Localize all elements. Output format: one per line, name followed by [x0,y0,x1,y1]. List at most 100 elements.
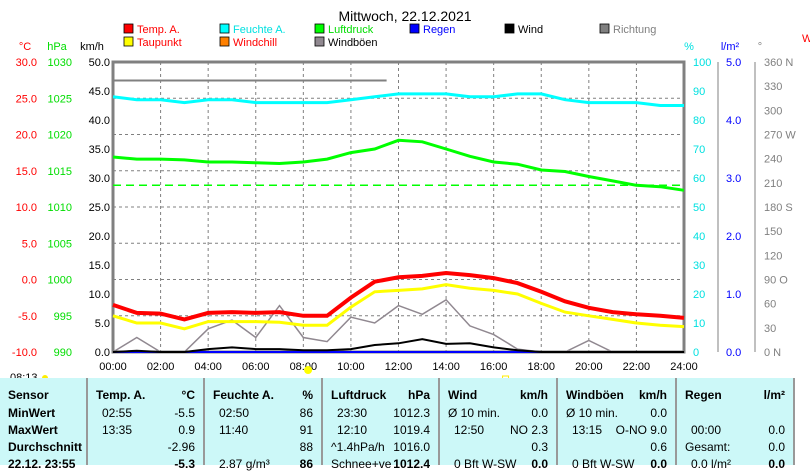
table-cell-label: 02:55 [102,406,133,420]
table-cell-value: 0.3 [531,440,548,454]
tick-time: 08:00 [290,361,318,373]
tick-direction: 30 [764,323,776,335]
tick-pressure: 1025 [48,93,72,105]
tick-direction: 300 [764,105,782,117]
table-cell-value: 0.0 [650,457,667,471]
next-chart-label: W [802,33,810,45]
tick-direction: 120 [764,250,782,262]
table-cell-value: 0.0 [650,406,667,420]
tick-wind: 15.0 [89,260,110,272]
table-cell-value: 86 [299,457,313,471]
table-column: Temp. A. °C 02:55 -5.5 13:35 0.9 -2.96 -5.3 [88,378,205,471]
tick-wind: 50.0 [89,57,110,69]
table-header: Luftdruck [331,388,387,402]
series-temp-a- [112,270,685,322]
tick-temp: 25.0 [16,93,37,105]
table-cell-value: 1012.3 [393,406,430,420]
table-header: Wind [448,388,478,402]
tick-time: 22:00 [623,361,651,373]
tick-direction: 90 O [764,275,788,287]
tick-wind: 30.0 [89,173,110,185]
table-cell-value: 88 [299,440,313,454]
table-header-unit: l/m² [763,388,785,402]
tick-rain: 2.0 [726,231,741,243]
tick-humidity: 70 [693,144,705,156]
table-cell-value: O-NO 9.0 [615,423,667,437]
table-cell-label: Schnee+ve [331,457,392,471]
series-windböen [112,298,684,353]
tick-time: 20:00 [575,361,603,373]
table-cell-label: 13:15 [572,423,603,437]
legend-label-8: Windböen [328,37,378,49]
table-column: Luftdruck hPa 23:30 1012.3 12:10 1019.4 ^1.4hP… [323,378,440,471]
tick-pressure: 1010 [48,202,72,214]
statistics-table: Sensor MinWert MaxWert Durchschnitt 22.12. 2… [0,378,795,471]
table-cell-value: NO 2.3 [509,423,548,437]
table-column: Sensor MinWert MaxWert Durchschnitt 22.12. 2… [0,378,88,471]
tick-humidity: 50 [693,202,705,214]
legend-label-4: Wind [518,24,543,36]
series-taupunkt [112,283,685,331]
table-cell-value: 0.9 [178,423,195,437]
series-feuchte-a- [112,92,684,107]
table-cell-label: 02:50 [219,406,250,420]
tick-wind: 10.0 [89,289,110,301]
tick-rain: 0.0 [726,347,741,359]
tick-pressure: 995 [54,311,72,323]
table-column: Wind km/h Ø 10 min. 0.0 12:50 NO 2.3 0.3 0 Bft … [440,378,558,471]
legend-label-1: Feuchte A. [233,24,286,36]
legend-label-3: Regen [423,24,455,36]
table-header: Sensor [8,388,49,402]
table-column: Feuchte A.% 02:50 86 11:40 91 88 2.87 g/m³ 86 [205,378,323,471]
tick-temp: 5.0 [22,238,37,250]
series-wind [112,338,684,353]
table-cell-label: Ø 10 min. [566,406,619,420]
tick-pressure: 990 [54,347,72,359]
table-cell-value: 0.0 [531,457,548,471]
tick-direction: 240 [764,154,782,166]
tick-direction: 210 [764,178,782,190]
table-row-label: Durchschnitt [8,440,83,454]
legend-label-2: Luftdruck [328,24,374,36]
table-cell-value: 0.0 [768,457,785,471]
table-cell-value: 1016.0 [393,440,430,454]
series-luftdruck [112,138,685,192]
table-cell-value: -2.96 [167,440,195,454]
legend-label-0: Temp. A. [137,24,180,36]
table-cell-label: 23:30 [337,406,368,420]
tick-pressure: 1005 [48,238,72,250]
tick-direction: 330 [764,81,782,93]
legend-swatch-0 [123,23,134,34]
tick-pressure: 1015 [48,166,72,178]
table-row-label: MaxWert [8,423,58,437]
table-header-unit: % [302,388,313,402]
axis-unit-rain: l/m² [721,41,740,53]
tick-time: 00:00 [99,361,127,373]
table-header-unit: km/h [638,388,667,402]
tick-time: 06:00 [242,361,270,373]
tick-time: 18:00 [527,361,555,373]
tick-pressure: 1030 [48,57,72,69]
table-header-unit: hPa [407,388,430,402]
table-cell-label: 12:10 [337,423,368,437]
tick-direction: 60 [764,299,776,311]
tick-temp: 10.0 [16,202,37,214]
tick-wind: 45.0 [89,86,110,98]
table-cell-label: 00:00 [691,423,722,437]
tick-direction: 270 W [764,130,796,142]
tick-humidity: 20 [693,289,705,301]
tick-rain: 5.0 [726,57,741,69]
legend-label-7: Windchill [233,37,277,49]
tick-temp: 0.0 [22,275,37,287]
table-cell-value: 0.0 [768,423,785,437]
table-cell-label: 12:50 [454,423,485,437]
tick-time: 12:00 [385,361,413,373]
tick-humidity: 10 [693,318,705,330]
table-header: Temp. A. [96,388,146,402]
tick-direction: 150 [764,226,782,238]
tick-humidity: 60 [693,173,705,185]
tick-rain: 4.0 [726,115,741,127]
axis-unit-humidity: % [684,41,694,53]
table-column: Windböen km/h Ø 10 min. 0.0 13:15 O-NO 9.0 0.6… [558,378,677,471]
table-cell-value: 86 [299,406,313,420]
